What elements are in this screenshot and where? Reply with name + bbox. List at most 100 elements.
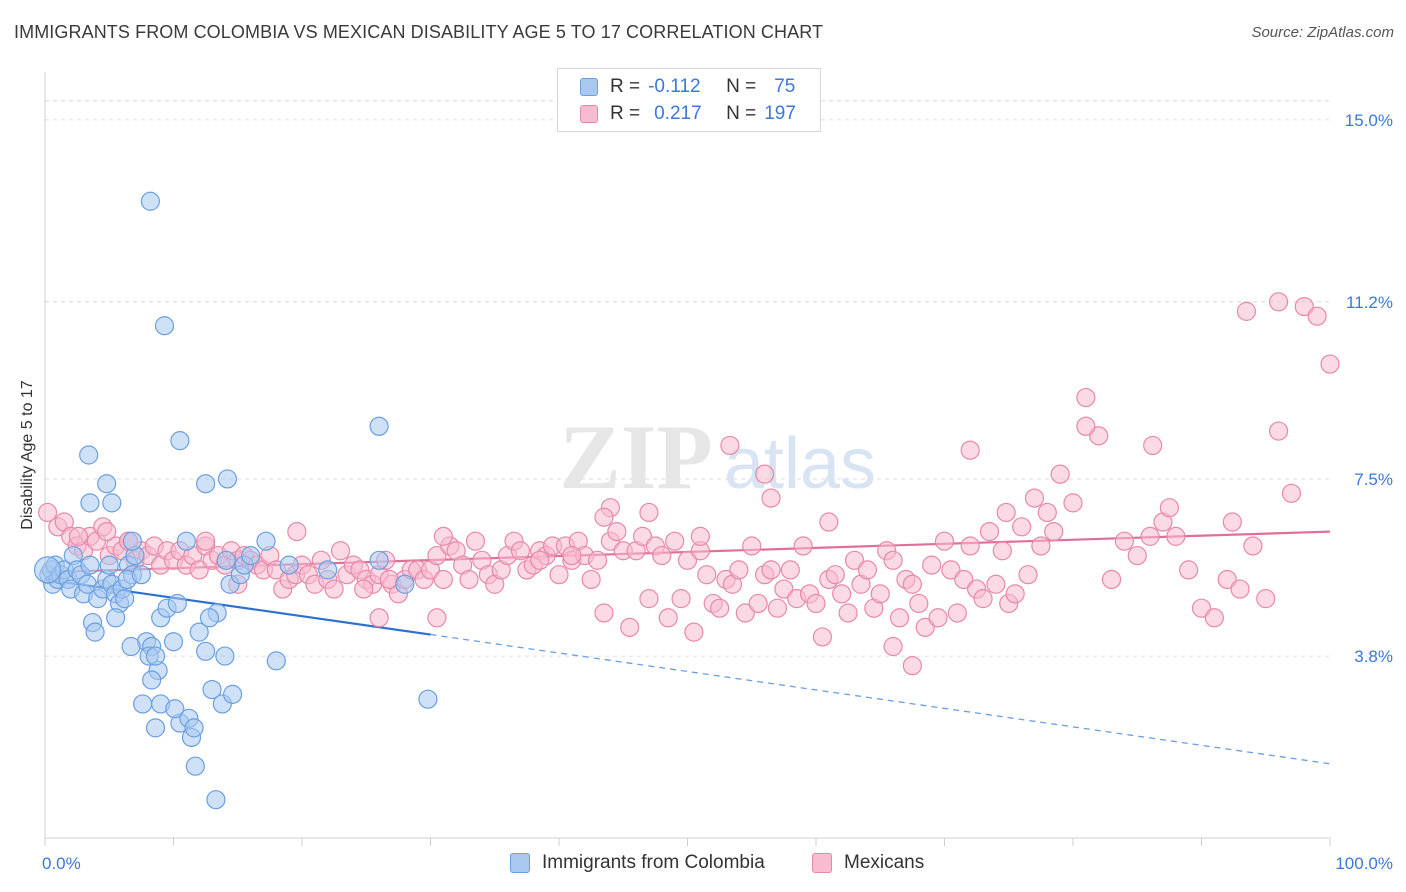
data-point (652, 545, 672, 566)
data-point (1268, 421, 1289, 441)
y-tick-label: 15.0% (1345, 111, 1393, 130)
data-point (1089, 426, 1109, 446)
data-point (889, 608, 910, 628)
data-point (216, 550, 236, 570)
legend-row-mexicans: R = 0.217 N = 197 (580, 101, 796, 127)
data-point (140, 191, 160, 211)
data-point (133, 694, 153, 714)
data-point (369, 550, 389, 570)
data-point (857, 560, 878, 580)
data-point (671, 589, 691, 609)
data-point (587, 550, 608, 570)
data-point (97, 521, 117, 542)
data-point (1217, 569, 1237, 590)
data-point (196, 531, 216, 551)
data-point (581, 569, 601, 590)
data-point (1268, 292, 1289, 312)
watermark-atlas: atlas (724, 424, 876, 504)
data-point (106, 608, 126, 628)
data-point (947, 603, 967, 623)
data-point (1005, 584, 1025, 604)
data-point (665, 531, 685, 551)
data-point (934, 531, 955, 551)
legend-r-label: R = (610, 103, 641, 124)
legend-row-colombia: R = -0.112 N = 75 (580, 74, 795, 100)
data-point (99, 555, 119, 575)
data-point (196, 474, 216, 494)
data-point (68, 526, 89, 546)
data-point (184, 718, 204, 738)
data-point (812, 627, 833, 647)
watermark-zip: ZIP (559, 406, 712, 508)
data-point (941, 560, 961, 580)
data-point (825, 565, 845, 585)
data-point (979, 521, 1000, 542)
legend-r-value: 0.217 (654, 103, 702, 124)
legend-n-value: 75 (774, 76, 796, 97)
data-point (754, 464, 775, 484)
data-point (996, 502, 1016, 523)
data-point (217, 469, 238, 489)
data-point (806, 593, 826, 614)
data-point (206, 790, 226, 810)
data-point (607, 521, 627, 542)
data-point (761, 560, 781, 580)
data-point (1236, 301, 1257, 321)
data-point (710, 598, 730, 618)
y-tick-label: 11.2% (1346, 293, 1393, 312)
data-point (761, 488, 781, 508)
data-point (690, 526, 710, 546)
data-point (241, 545, 261, 566)
data-point (594, 603, 614, 623)
data-point (1011, 517, 1032, 537)
data-point (684, 622, 704, 642)
data-point (1037, 502, 1057, 523)
data-point (1024, 488, 1045, 508)
legend-n-value: 197 (764, 103, 796, 124)
data-point (1044, 521, 1064, 542)
data-point (122, 531, 142, 551)
data-point (97, 474, 117, 494)
tick-labels: 3.8% 7.5% 11.2% 15.0% 0.0% 100.0% (42, 111, 1393, 873)
data-point (1166, 526, 1186, 546)
data-point (199, 608, 220, 628)
data-point (549, 565, 569, 585)
data-point (433, 569, 453, 590)
data-point (819, 512, 839, 532)
data-point (202, 679, 222, 700)
legend-swatch-colombia (580, 78, 598, 96)
data-point (1031, 536, 1051, 556)
data-point (1230, 579, 1250, 599)
data-point (369, 416, 389, 436)
data-point (189, 560, 209, 580)
data-point (883, 550, 903, 570)
data-point (1243, 536, 1263, 556)
legend-swatch-mexicans (580, 105, 598, 123)
data-point (928, 608, 948, 628)
data-point (844, 550, 865, 570)
data-point (729, 560, 749, 580)
data-point (1294, 296, 1314, 317)
data-point (433, 526, 453, 546)
data-point (780, 560, 800, 580)
data-point (1050, 464, 1070, 484)
data-point (79, 445, 99, 465)
data-point (131, 565, 151, 585)
data-point (121, 636, 141, 657)
data-point (720, 435, 740, 456)
data-point (154, 316, 175, 336)
data-point (102, 493, 122, 513)
data-point (165, 699, 185, 719)
data-point (85, 622, 105, 642)
data-point (639, 589, 659, 609)
legend-n-label: N = (726, 103, 757, 124)
data-point (774, 579, 794, 599)
data-point (1307, 306, 1327, 326)
trend-extension-colombia (430, 633, 1331, 765)
data-point (677, 550, 698, 570)
data-point (279, 555, 299, 575)
data-point (594, 507, 614, 527)
legend-n-label: N = (726, 76, 757, 97)
legend-label-colombia: Immigrants from Colombia (542, 852, 765, 873)
data-point (915, 617, 935, 637)
